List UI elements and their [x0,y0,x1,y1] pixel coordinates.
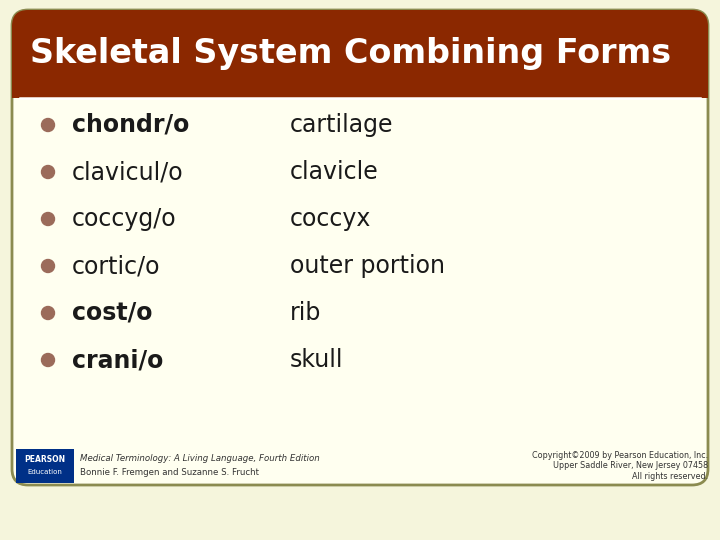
Circle shape [42,260,55,273]
Text: skull: skull [290,348,343,372]
Circle shape [42,165,55,179]
Text: cartilage: cartilage [290,113,394,137]
Text: Medical Terminology: A Living Language, Fourth Edition: Medical Terminology: A Living Language, … [80,454,320,463]
Text: rib: rib [290,301,321,325]
FancyBboxPatch shape [12,10,708,485]
Text: PEARSON: PEARSON [24,455,66,464]
Text: Skeletal System Combining Forms: Skeletal System Combining Forms [30,37,671,70]
Text: crani/o: crani/o [72,348,163,372]
Circle shape [42,307,55,320]
Circle shape [42,354,55,367]
Text: coccyg/o: coccyg/o [72,207,176,231]
Text: Upper Saddle River, New Jersey 07458: Upper Saddle River, New Jersey 07458 [553,462,708,470]
Text: coccyx: coccyx [290,207,372,231]
FancyBboxPatch shape [12,10,708,98]
Text: cost/o: cost/o [72,301,153,325]
Circle shape [42,213,55,226]
Text: All rights reserved.: All rights reserved. [632,472,708,481]
Text: cortic/o: cortic/o [72,254,161,278]
Text: Bonnie F. Fremgen and Suzanne S. Frucht: Bonnie F. Fremgen and Suzanne S. Frucht [80,468,259,477]
Bar [12,78,708,98]
Bar [16,449,74,483]
Text: chondr/o: chondr/o [72,113,189,137]
Text: Education: Education [27,469,63,475]
Text: outer portion: outer portion [290,254,445,278]
Circle shape [42,118,55,132]
Text: clavicle: clavicle [290,160,379,184]
Text: Copyright©2009 by Pearson Education, Inc.: Copyright©2009 by Pearson Education, Inc… [532,450,708,460]
Text: clavicul/o: clavicul/o [72,160,184,184]
